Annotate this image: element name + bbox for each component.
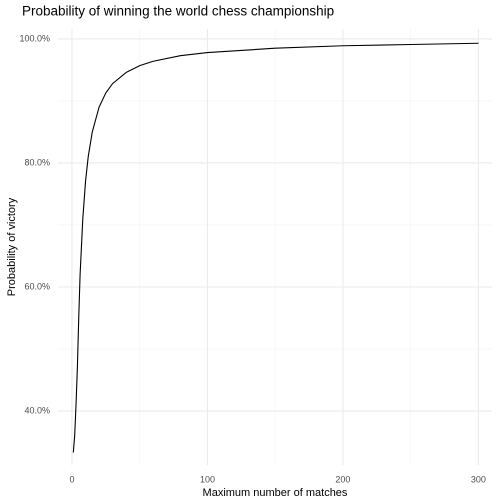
x-tick-label: 100 (200, 474, 215, 484)
x-axis-label: Maximum number of matches (203, 487, 348, 499)
plot-marks (72, 42, 479, 453)
y-tick-label: 40.0% (24, 405, 50, 415)
x-tick-label: 200 (335, 474, 350, 484)
x-tick-label: 300 (471, 474, 486, 484)
y-tick-label: 100.0% (19, 33, 50, 43)
line (72, 42, 479, 453)
grid (58, 29, 492, 465)
y-axis-label: Probability of victory (6, 197, 18, 296)
chart-title: Probability of winning the world chess c… (22, 4, 334, 19)
y-tick-label: 60.0% (24, 281, 50, 291)
y-tick-label: 80.0% (24, 157, 50, 167)
x-tick-label: 0 (69, 474, 74, 484)
